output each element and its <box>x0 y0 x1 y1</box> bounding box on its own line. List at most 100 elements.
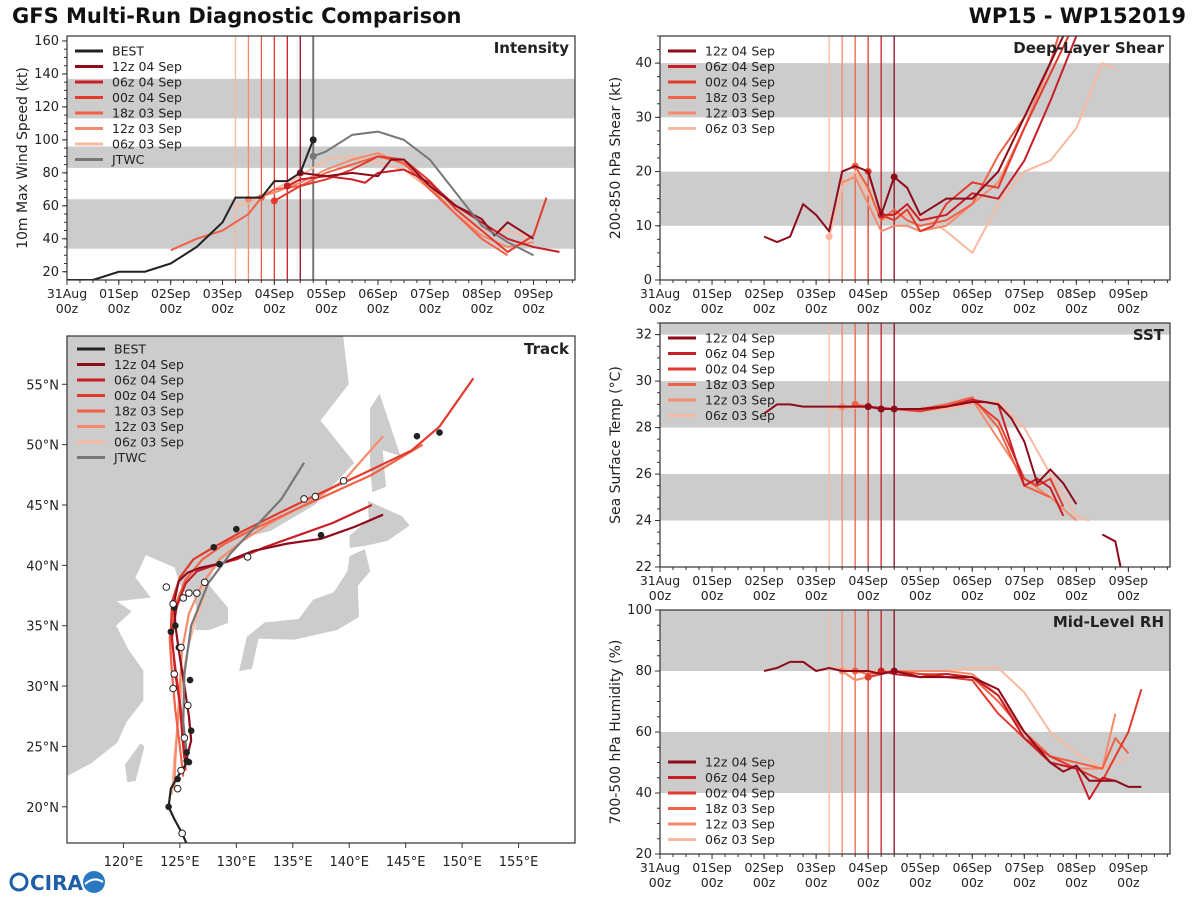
land-mass <box>238 547 372 673</box>
track-marker-open <box>170 670 179 678</box>
track-marker-open <box>339 477 348 485</box>
track-marker-filled <box>183 749 190 756</box>
x-tick-label: 00z <box>211 301 234 316</box>
series-line <box>867 36 1070 233</box>
series-line <box>763 36 1065 244</box>
track-marker-open <box>177 643 185 652</box>
x-tick-label: 00z <box>753 301 776 316</box>
panel-title: Mid-Level RH <box>1053 613 1164 631</box>
y-tick-label: 40 <box>42 232 59 247</box>
x-tick-label: 00z <box>909 588 932 603</box>
legend-label: 00z 04 Sep <box>112 90 182 105</box>
legend-label: 06z 04 Sep <box>114 373 184 388</box>
track-marker-open <box>300 495 308 503</box>
chart-track: 120°E 125°E 130°E 135°E 140°E 145°E 150°E 155°E… <box>26 335 576 870</box>
page-title: GFS Multi-Run Diagnostic Comparison <box>12 4 462 28</box>
chart-shear: 01020304031Aug00z01Sep00z02Sep00z03Sep00… <box>608 35 1171 316</box>
y-axis-label: Sea Surface Temp (°C) <box>608 366 624 524</box>
series-marker <box>890 405 898 413</box>
y-tick-label: 20°N <box>26 801 59 816</box>
series-marker <box>825 233 833 241</box>
series-line <box>300 158 535 240</box>
legend-label: 06z 03 Sep <box>705 832 775 847</box>
legend-label: 06z 04 Sep <box>705 770 775 785</box>
x-tick-label: 07Sep <box>1005 860 1045 875</box>
y-tick-label: 0 <box>644 273 652 288</box>
track-marker-open <box>179 594 188 602</box>
x-tick-label: 02Sep <box>151 286 191 301</box>
x-tick-label: 00z <box>857 301 880 316</box>
legend-label: 18z 03 Sep <box>705 90 775 105</box>
y-tick-label: 40 <box>635 56 652 71</box>
x-tick-label: 00z <box>649 588 672 603</box>
x-tick-label: 05Sep <box>306 286 346 301</box>
legend-label: BEST <box>114 342 146 357</box>
x-tick-label: 02Sep <box>744 286 784 301</box>
y-tick-label: 45°N <box>26 499 59 514</box>
x-tick-label: 01Sep <box>99 286 139 301</box>
gray-band <box>660 323 1170 335</box>
legend-label: JTWC <box>111 152 145 167</box>
legend-label: 00z 04 Sep <box>705 75 775 90</box>
x-tick-label: 31Aug <box>640 286 680 301</box>
x-tick-label: 00z <box>805 875 828 890</box>
plot-frame <box>66 35 576 281</box>
y-tick-label: 100 <box>627 603 652 618</box>
track-marker-filled <box>187 727 195 735</box>
y-tick-label: 10 <box>635 219 652 234</box>
gray-band <box>660 474 1170 521</box>
x-tick-label: 00z <box>753 875 776 890</box>
track-marker-open <box>193 589 201 597</box>
y-tick-label: 100 <box>34 133 59 148</box>
x-tick-label: 120°E <box>104 855 144 870</box>
x-tick-label: 06Sep <box>953 573 993 588</box>
y-tick-label: 140 <box>34 67 59 82</box>
legend-label: 18z 03 Sep <box>114 404 184 419</box>
track-marker-open <box>311 492 320 501</box>
y-tick-label: 35°N <box>26 620 59 635</box>
track-marker-filled <box>185 758 193 766</box>
x-tick-label: 06Sep <box>953 286 993 301</box>
x-tick-label: 00z <box>108 301 131 316</box>
x-tick-label: 00z <box>419 301 442 316</box>
track-marker-filled <box>413 432 421 440</box>
x-tick-label: 01Sep <box>692 286 732 301</box>
chart-rh: 2040608010031Aug00z01Sep00z02Sep00z03Sep… <box>608 603 1171 890</box>
y-axis-label: 700-500 hPa Humidity (%) <box>608 640 624 825</box>
x-tick-label: 00z <box>522 301 545 316</box>
x-tick-label: 05Sep <box>900 573 940 588</box>
legend-label: 12z 03 Sep <box>705 106 775 121</box>
track-line <box>167 758 188 843</box>
x-tick-label: 09Sep <box>1109 286 1149 301</box>
plot-area <box>67 36 575 280</box>
x-tick-label: 09Sep <box>514 286 554 301</box>
x-tick-label: 31Aug <box>47 286 87 301</box>
x-tick-label: 03Sep <box>796 573 836 588</box>
x-tick-label: 00z <box>1013 588 1036 603</box>
x-tick-label: 00z <box>1117 301 1140 316</box>
y-tick-label: 80 <box>42 166 59 181</box>
x-tick-label: 00z <box>857 588 880 603</box>
x-tick-label: 00z <box>909 301 932 316</box>
y-tick-label: 40 <box>635 786 652 801</box>
y-tick-label: 30 <box>635 110 652 125</box>
x-tick-label: 00z <box>470 301 493 316</box>
legend-label: 06z 03 Sep <box>705 408 775 423</box>
x-tick-label: 00z <box>701 588 724 603</box>
cira-logo-icon: CIRA <box>9 871 105 895</box>
y-tick-label: 40°N <box>26 559 59 574</box>
series-marker <box>890 173 898 181</box>
track-marker-filled <box>210 543 218 551</box>
y-tick-label: 32 <box>635 328 652 343</box>
y-tick-label: 22 <box>635 560 652 575</box>
track-line <box>173 513 384 759</box>
x-tick-label: 125°E <box>160 855 200 870</box>
series-line <box>828 62 1116 254</box>
series-marker <box>270 197 278 205</box>
y-tick-label: 120 <box>34 100 59 115</box>
series-marker <box>890 667 898 675</box>
x-tick-label: 08Sep <box>1057 286 1097 301</box>
x-tick-label: 00z <box>961 875 984 890</box>
